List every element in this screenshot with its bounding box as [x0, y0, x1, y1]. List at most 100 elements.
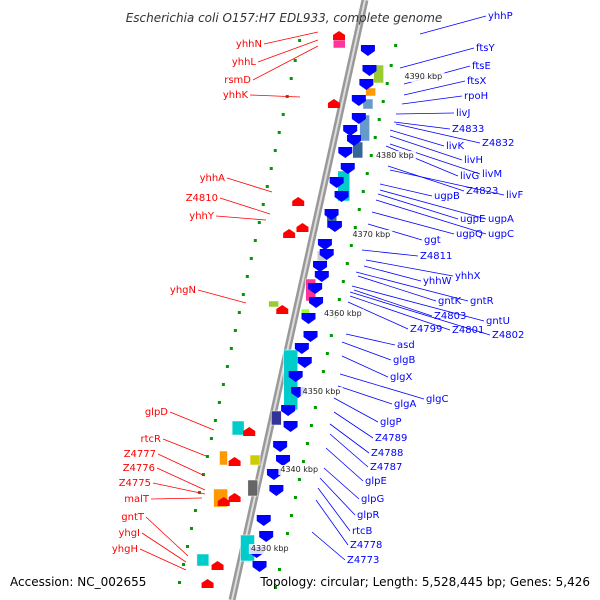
reverse-gene-arrow [228, 457, 241, 466]
gene-label-gntT[interactable]: gntT [121, 512, 145, 523]
gene-label-Z4789[interactable]: Z4789 [375, 433, 407, 444]
gene-label-gntU[interactable]: gntU [486, 316, 510, 327]
gene-label-glgC[interactable]: glgC [426, 394, 448, 405]
gene-label-Z4802[interactable]: Z4802 [492, 330, 524, 341]
gene-label-livG[interactable]: livG [460, 171, 479, 182]
gene-label-Z4788[interactable]: Z4788 [371, 448, 403, 459]
gene-label-gntR[interactable]: gntR [470, 296, 494, 307]
gene-label-yhhX[interactable]: yhhX [455, 271, 481, 282]
tick-left [213, 419, 217, 422]
gene-label-Z4823[interactable]: Z4823 [466, 186, 498, 197]
gene-label-yhhA[interactable]: yhhA [200, 173, 226, 184]
forward-gene-arrow [327, 221, 342, 232]
gene-label-ugpC[interactable]: ugpC [488, 229, 514, 240]
gene-label-Z4787[interactable]: Z4787 [370, 462, 402, 473]
gene-label-livM[interactable]: livM [482, 169, 502, 180]
gene-label-yhhK[interactable]: yhhK [223, 90, 249, 101]
reverse-gene-arrow [217, 497, 230, 506]
gene-label-yhgH[interactable]: yhgH [112, 544, 138, 555]
left-label-leader [197, 289, 247, 304]
gene-label-Z4810[interactable]: Z4810 [186, 193, 218, 204]
gene-label-livH[interactable]: livH [464, 155, 483, 166]
gene-label-livF[interactable]: livF [506, 190, 523, 201]
gene-label-yhgI[interactable]: yhgI [118, 528, 140, 539]
gene-label-yhhW[interactable]: yhhW [423, 276, 452, 287]
gene-label-ugpB[interactable]: ugpB [434, 191, 460, 202]
right-label-leader [319, 477, 356, 516]
forward-gene-arrow [324, 209, 339, 220]
gene-label-Z4775[interactable]: Z4775 [119, 478, 151, 489]
tick-left [293, 59, 297, 62]
gene-label-Z4777[interactable]: Z4777 [124, 449, 156, 460]
gene-label-asd[interactable]: asd [397, 340, 415, 351]
gene-label-ftsY[interactable]: ftsY [476, 43, 495, 54]
gene-label-yhgN[interactable]: yhgN [170, 285, 196, 296]
gene-label-glgB[interactable]: glgB [393, 355, 415, 366]
gene-label-Z4811[interactable]: Z4811 [420, 251, 452, 262]
gene-label-Z4799[interactable]: Z4799 [410, 324, 442, 335]
accession-text: Accession: NC_002655 [10, 575, 146, 589]
gene-label-rtcB[interactable]: rtcB [352, 526, 373, 537]
gene-label-ggt[interactable]: ggt [424, 235, 441, 246]
forward-gene-arrow [313, 261, 328, 272]
gene-label-ftsE[interactable]: ftsE [472, 61, 491, 72]
gene-label-livJ[interactable]: livJ [456, 108, 470, 119]
genome-backbone [228, 0, 369, 600]
left-label-leader [152, 482, 206, 495]
gene-label-glpE[interactable]: glpE [365, 476, 387, 487]
forward-gene-arrow [317, 239, 332, 250]
gene-label-Z4803[interactable]: Z4803 [434, 311, 466, 322]
gene-label-malT[interactable]: malT [124, 494, 150, 505]
gene-label-yhhP[interactable]: yhhP [488, 11, 513, 22]
tick-left [273, 149, 277, 152]
reverse-gene-arrow [333, 31, 346, 40]
gene-label-Z4773[interactable]: Z4773 [347, 555, 379, 566]
gene-label-Z4776[interactable]: Z4776 [123, 463, 155, 474]
gene-label-ugpA[interactable]: ugpA [488, 214, 514, 225]
gene-label-glpR[interactable]: glpR [357, 510, 379, 521]
gene-label-Z4778[interactable]: Z4778 [350, 540, 382, 551]
gene-label-glpD[interactable]: glpD [145, 407, 168, 418]
right-label-leader [317, 487, 351, 532]
gene-label-ugpE[interactable]: ugpE [460, 214, 485, 225]
gene-label-livK[interactable]: livK [446, 141, 464, 152]
gene-label-glgP[interactable]: glgP [380, 417, 402, 428]
gene-label-glgX[interactable]: glgX [390, 372, 412, 383]
forward-gene-arrow [294, 343, 309, 354]
gene-label-Z4832[interactable]: Z4832 [482, 138, 514, 149]
tick-right [297, 478, 301, 481]
gene-label-ugpQ[interactable]: ugpQ [456, 229, 483, 240]
gene-label-Z4801[interactable]: Z4801 [452, 325, 484, 336]
gene-label-glgA[interactable]: glgA [394, 399, 416, 410]
gene-label-rpoH[interactable]: rpoH [464, 91, 488, 102]
right-label-leader [379, 183, 433, 197]
right-label-leader [339, 373, 425, 400]
gene-label-yhhY[interactable]: yhhY [189, 211, 215, 222]
forward-gene-arrow [281, 405, 296, 416]
right-label-leader [337, 385, 393, 405]
gene-label-yhhN[interactable]: yhhN [236, 39, 262, 50]
tick-right [329, 334, 333, 337]
left-label-leader [249, 94, 301, 98]
gene-label-ftsX[interactable]: ftsX [467, 76, 486, 87]
gene-label-yhhL[interactable]: yhhL [232, 57, 257, 68]
right-label-leader [351, 285, 485, 322]
right-label-leader [333, 411, 374, 439]
right-label-leader [393, 121, 451, 130]
forward-gene-arrow [288, 371, 303, 382]
gene-label-rsmD[interactable]: rsmD [224, 75, 251, 86]
right-label-leader [349, 291, 491, 336]
left-label-leader [263, 31, 319, 45]
gene-label-glpG[interactable]: glpG [361, 494, 384, 505]
genome-title: Escherichia coli O157:H7 EDL933, complet… [126, 11, 443, 25]
forward-gene-arrow [362, 65, 377, 76]
left-label-leader [162, 438, 207, 457]
tick-right [309, 424, 313, 427]
forward-gene-arrow [301, 313, 316, 324]
tick-left [201, 473, 205, 476]
gene-label-gntK[interactable]: gntK [438, 296, 462, 307]
forward-gene-arrow [273, 441, 288, 452]
gene-label-Z4833[interactable]: Z4833 [452, 124, 484, 135]
gene-label-rtcR[interactable]: rtcR [141, 434, 162, 445]
